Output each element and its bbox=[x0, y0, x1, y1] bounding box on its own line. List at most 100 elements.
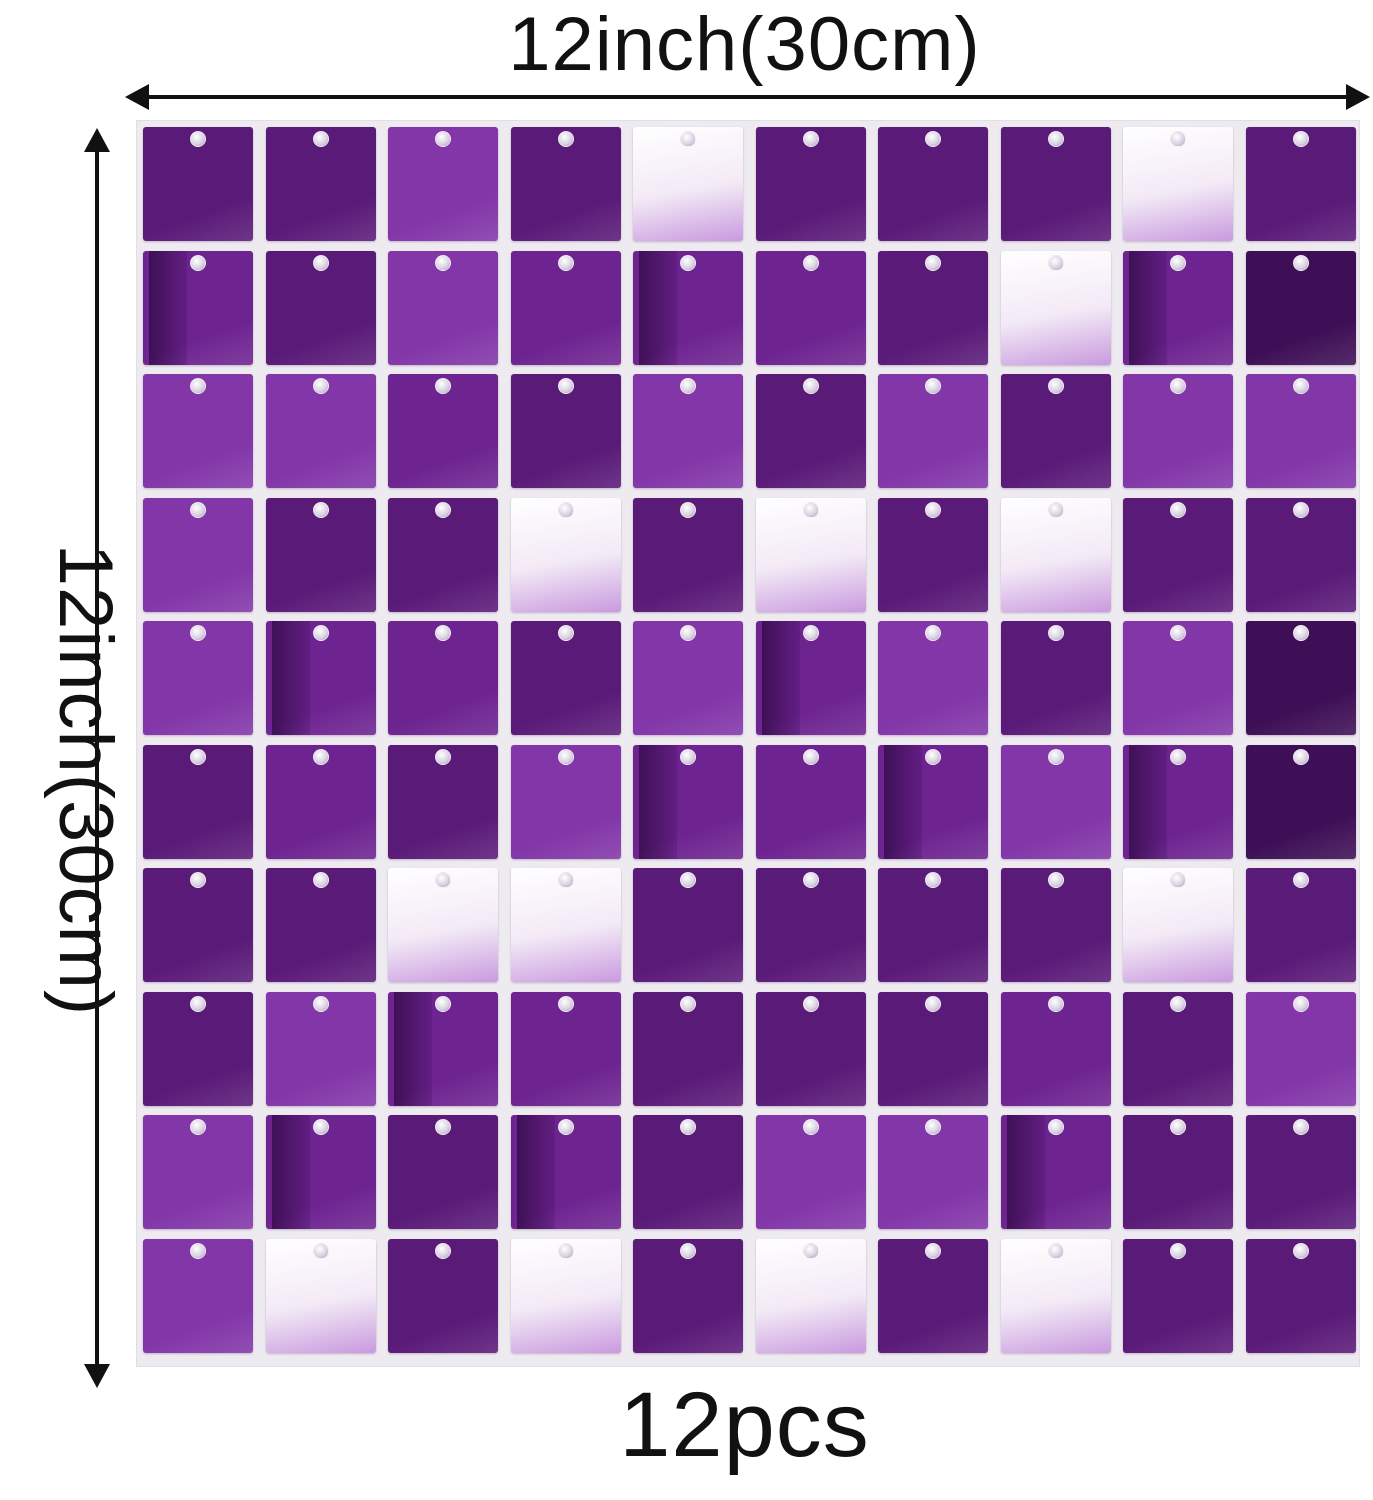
sequin-tile bbox=[510, 127, 621, 241]
sequin-tile bbox=[755, 1115, 866, 1229]
pin-icon bbox=[1170, 1242, 1186, 1259]
pin-icon bbox=[435, 748, 451, 765]
sequin-tile bbox=[510, 497, 621, 612]
sequin-tile bbox=[265, 1238, 376, 1353]
reflection-shade bbox=[394, 991, 432, 1106]
pin-icon bbox=[1170, 872, 1186, 888]
reflection-shade bbox=[761, 621, 800, 735]
pin-icon bbox=[190, 872, 206, 888]
pin-icon bbox=[557, 872, 574, 888]
pin-icon bbox=[557, 995, 574, 1012]
pin-icon bbox=[925, 501, 941, 518]
sequin-tile bbox=[755, 744, 866, 859]
pin-icon bbox=[1292, 131, 1309, 147]
sequin-tile bbox=[143, 1115, 253, 1229]
reflection-shade bbox=[1129, 744, 1167, 859]
pin-icon bbox=[435, 625, 451, 641]
sequin-tile bbox=[388, 621, 498, 735]
pin-icon bbox=[680, 254, 696, 271]
pin-icon bbox=[1047, 872, 1064, 888]
pin-icon bbox=[557, 378, 574, 394]
sequin-tile bbox=[1123, 1115, 1233, 1229]
pin-icon bbox=[1047, 254, 1064, 271]
pin-icon bbox=[435, 378, 451, 394]
sequin-tile bbox=[510, 991, 621, 1106]
sequin-tile bbox=[878, 621, 988, 735]
sequin-tile bbox=[878, 868, 988, 982]
pin-icon bbox=[680, 131, 696, 147]
quantity-label: 12pcs bbox=[619, 1374, 870, 1476]
pin-icon bbox=[435, 1119, 451, 1135]
pin-icon bbox=[1170, 254, 1186, 271]
sequin-tile bbox=[755, 127, 866, 241]
pin-icon bbox=[435, 995, 451, 1012]
sequin-tile bbox=[755, 991, 866, 1106]
sequin-tile bbox=[1123, 1238, 1233, 1353]
pin-icon bbox=[1292, 872, 1309, 888]
pin-icon bbox=[312, 995, 329, 1012]
pin-icon bbox=[802, 378, 819, 394]
pin-icon bbox=[680, 1242, 696, 1259]
pin-icon bbox=[802, 748, 819, 765]
reflection-shade bbox=[271, 1115, 310, 1229]
sequin-tile bbox=[755, 374, 866, 488]
sequin-tile bbox=[1000, 374, 1111, 488]
sequin-tile bbox=[1245, 1238, 1356, 1353]
sequin-tile bbox=[1000, 621, 1111, 735]
pin-icon bbox=[312, 131, 329, 147]
height-label: 12inch(30cm) bbox=[43, 543, 128, 1017]
sequin-tile bbox=[143, 991, 253, 1106]
sequin-tile bbox=[755, 868, 866, 982]
sequin-tile bbox=[143, 744, 253, 859]
sequin-tile bbox=[633, 374, 743, 488]
pin-icon bbox=[1292, 995, 1309, 1012]
sequin-tile bbox=[388, 497, 498, 612]
sequin-tile bbox=[265, 991, 376, 1106]
sequin-tile bbox=[388, 1115, 498, 1229]
sequin-tile bbox=[755, 497, 866, 612]
pin-icon bbox=[557, 501, 574, 518]
pin-icon bbox=[557, 254, 574, 271]
sequin-tile bbox=[265, 1115, 376, 1229]
pin-icon bbox=[557, 748, 574, 765]
sequin-tile bbox=[388, 744, 498, 859]
height-label-wrap: 12inch(30cm) bbox=[40, 340, 130, 1220]
sequin-tile bbox=[265, 250, 376, 365]
pin-icon bbox=[1047, 1242, 1064, 1259]
sequin-tile bbox=[143, 1238, 253, 1353]
pin-icon bbox=[557, 131, 574, 147]
pin-icon bbox=[190, 625, 206, 641]
reflection-shade bbox=[884, 744, 922, 859]
pin-icon bbox=[680, 1119, 696, 1135]
pin-icon bbox=[1170, 131, 1186, 147]
reflection-shade bbox=[516, 1115, 555, 1229]
pin-icon bbox=[802, 625, 819, 641]
sequin-tile bbox=[1245, 374, 1356, 488]
pin-icon bbox=[925, 625, 941, 641]
pin-icon bbox=[312, 501, 329, 518]
pin-icon bbox=[190, 1119, 206, 1135]
pin-icon bbox=[435, 501, 451, 518]
pin-icon bbox=[1292, 1242, 1309, 1259]
sequin-tile bbox=[1245, 1115, 1356, 1229]
sequin-tile bbox=[878, 127, 988, 241]
pin-icon bbox=[1047, 1119, 1064, 1135]
sequin-tile bbox=[878, 497, 988, 612]
pin-icon bbox=[1047, 625, 1064, 641]
sequin-tile bbox=[1000, 1115, 1111, 1229]
reflection-shade bbox=[1006, 1115, 1045, 1229]
sequin-tile bbox=[143, 621, 253, 735]
pin-icon bbox=[1170, 625, 1186, 641]
sequin-tile bbox=[265, 497, 376, 612]
pin-icon bbox=[1292, 501, 1309, 518]
pin-icon bbox=[312, 378, 329, 394]
pin-icon bbox=[1170, 995, 1186, 1012]
pin-icon bbox=[1170, 378, 1186, 394]
pin-icon bbox=[925, 1242, 941, 1259]
height-arrow bbox=[84, 128, 110, 1388]
pin-icon bbox=[1292, 1119, 1309, 1135]
pin-icon bbox=[190, 131, 206, 147]
sequin-tile bbox=[1000, 744, 1111, 859]
width-arrow bbox=[125, 84, 1370, 110]
pin-icon bbox=[925, 748, 941, 765]
